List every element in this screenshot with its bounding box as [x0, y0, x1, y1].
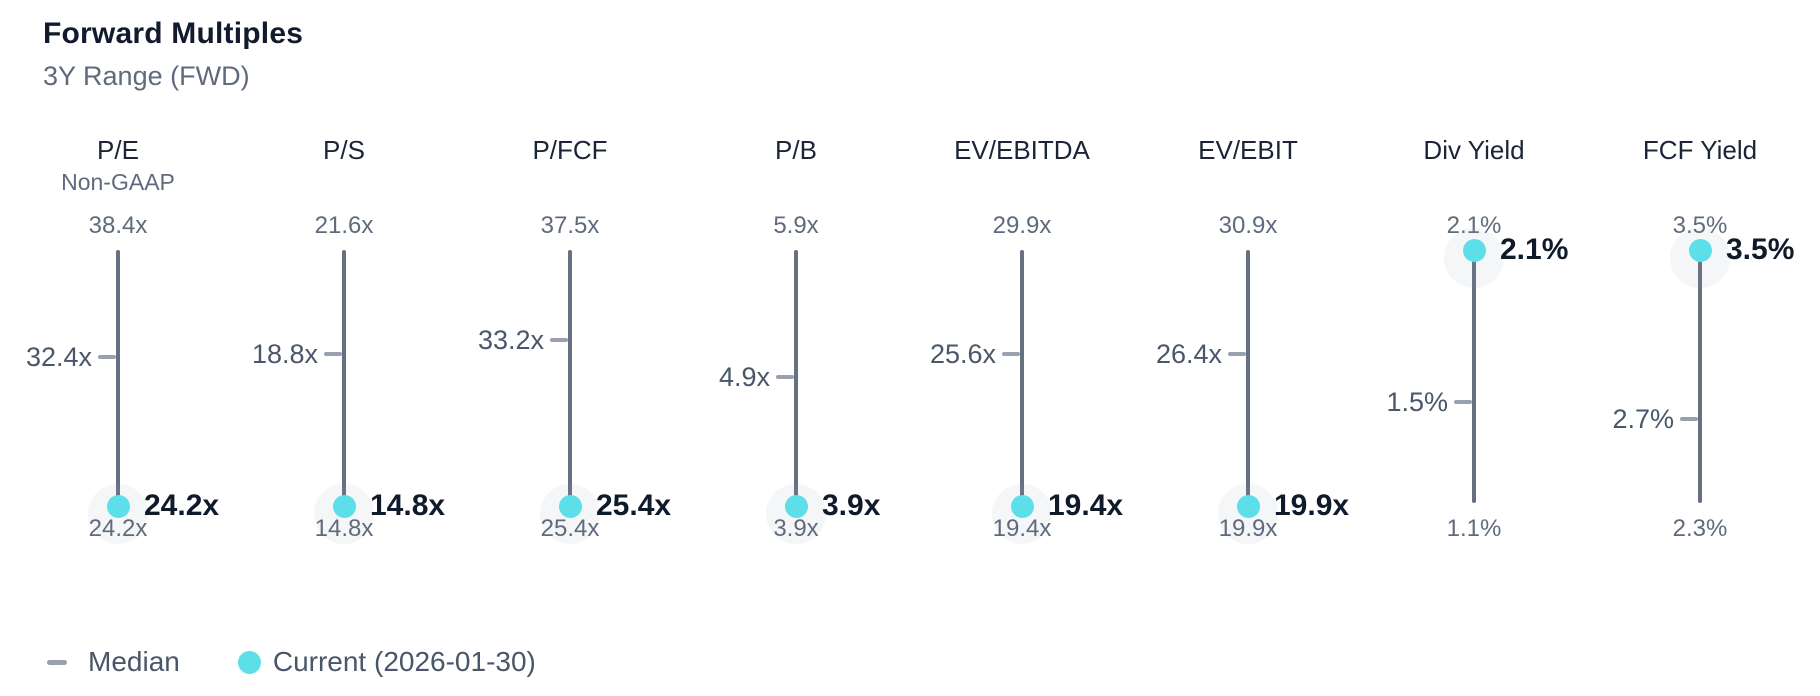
median-tick [1454, 400, 1472, 404]
min-value-label: 2.3% [1672, 515, 1728, 542]
max-value-label: 38.4x [88, 212, 148, 239]
current-dot[interactable] [106, 494, 130, 518]
max-value-label: 5.9x [773, 212, 819, 239]
current-value-label: 14.8x [370, 489, 446, 522]
median-value-label: 18.8x [251, 339, 318, 369]
chart-subtitle: 3Y Range (FWD) [43, 61, 250, 91]
metric-label: P/FCF [532, 135, 608, 165]
range-line [1246, 250, 1250, 503]
metric-label: EV/EBIT [1198, 135, 1298, 165]
current-value-label: 25.4x [596, 489, 672, 522]
current-value-label: 19.4x [1048, 489, 1124, 522]
current-dot[interactable] [332, 494, 356, 518]
metric-label: FCF Yield [1642, 135, 1758, 165]
median-tick [1002, 352, 1020, 356]
min-value-label: 1.1% [1446, 515, 1502, 542]
range-line [116, 250, 120, 503]
metric-label: EV/EBITDA [954, 135, 1090, 165]
metric-label: P/E [97, 135, 139, 165]
median-tick [1228, 352, 1246, 356]
current-dot[interactable] [1462, 238, 1486, 262]
min-value-label: 24.2x [88, 515, 148, 542]
median-tick [98, 355, 116, 359]
min-value-label: 14.8x [314, 515, 374, 542]
range-line [794, 250, 798, 503]
current-value-label: 24.2x [144, 489, 220, 522]
median-value-label: 1.5% [1386, 387, 1448, 417]
median-legend-label: Median [88, 646, 180, 677]
min-value-label: 19.9x [1218, 515, 1278, 542]
range-line [568, 250, 572, 503]
median-value-label: 4.9x [718, 362, 770, 392]
range-line [1020, 250, 1024, 503]
max-value-label: 3.5% [1672, 212, 1728, 239]
chart-legend: Median Current (2026-01-30) [47, 644, 536, 680]
min-value-label: 19.4x [992, 515, 1052, 542]
metric-label: Div Yield [1423, 135, 1525, 165]
current-value-label: 2.1% [1500, 233, 1569, 266]
current-dot[interactable] [1010, 494, 1034, 518]
current-dot[interactable] [558, 494, 582, 518]
median-tick [324, 352, 342, 356]
chart-title: Forward Multiples [43, 17, 304, 50]
max-value-label: 29.9x [992, 212, 1052, 239]
current-value-label: 3.5% [1726, 233, 1795, 266]
metric-sublabel: Non-GAAP [61, 169, 175, 195]
metric-label: P/S [323, 135, 365, 165]
current-legend-dot-icon [237, 650, 261, 674]
median-value-label: 2.7% [1612, 404, 1674, 434]
min-value-label: 25.4x [540, 515, 600, 542]
median-tick [1680, 417, 1698, 421]
current-dot[interactable] [784, 494, 808, 518]
median-value-label: 26.4x [1155, 339, 1222, 369]
max-value-label: 21.6x [314, 212, 374, 239]
current-dot[interactable] [1236, 494, 1260, 518]
median-tick [550, 338, 568, 342]
range-line [342, 250, 346, 503]
median-value-label: 32.4x [25, 342, 92, 372]
current-legend-label: Current (2026-01-30) [272, 646, 536, 677]
max-value-label: 30.9x [1218, 212, 1278, 239]
min-value-label: 3.9x [773, 515, 819, 542]
range-line [1472, 250, 1476, 503]
median-legend-dash-icon [47, 659, 67, 665]
max-value-label: 37.5x [540, 212, 600, 239]
range-line [1698, 250, 1702, 503]
metric-label: P/B [775, 135, 817, 165]
median-tick [776, 375, 794, 379]
current-value-label: 3.9x [822, 489, 881, 522]
current-dot[interactable] [1688, 238, 1712, 262]
median-value-label: 33.2x [477, 325, 544, 355]
current-value-label: 19.9x [1274, 489, 1350, 522]
median-value-label: 25.6x [929, 339, 996, 369]
max-value-label: 2.1% [1446, 212, 1502, 239]
